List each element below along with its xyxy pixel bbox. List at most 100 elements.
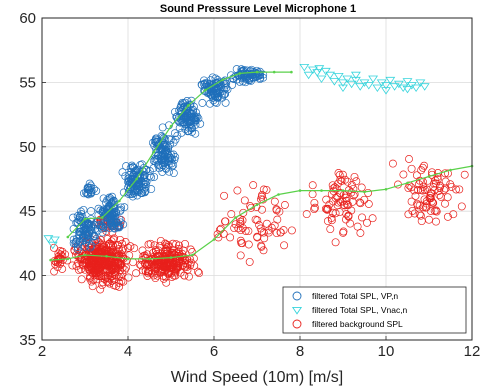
vnac-spl-point xyxy=(346,80,357,89)
background-spl-point xyxy=(405,155,413,163)
background-spl-point xyxy=(239,208,248,217)
background-spl-point xyxy=(443,193,452,202)
vp-spl-points xyxy=(69,65,268,254)
background-spl-point xyxy=(104,257,113,266)
vp-spl-point xyxy=(147,185,156,194)
background-spl-point xyxy=(144,267,153,276)
vnac-spl-points xyxy=(43,64,430,250)
background-spl-point xyxy=(185,272,193,281)
vp-spl-point xyxy=(152,156,161,164)
vp-spl-point xyxy=(165,167,174,176)
background-spl-point xyxy=(78,260,87,269)
legend-entry-label: filtered Total SPL, VP,n xyxy=(312,291,398,301)
vp-spl-point xyxy=(214,78,223,87)
vp-spl-point xyxy=(238,67,246,76)
vp-spl-point xyxy=(187,113,196,122)
background-spl-point xyxy=(175,241,183,250)
background-spl-point xyxy=(353,222,362,231)
vnac-spl-point xyxy=(350,71,361,80)
background-spl-point xyxy=(441,184,450,193)
trend-point xyxy=(298,189,302,192)
vp-spl-point xyxy=(153,141,162,150)
background-spl-point xyxy=(420,161,429,170)
vp-spl-point xyxy=(213,93,221,102)
vp-spl-point xyxy=(134,173,143,182)
legend-entry-label: filtered background SPL xyxy=(312,319,403,329)
x-tick-label: 2 xyxy=(38,343,46,360)
background-spl-point xyxy=(146,239,155,248)
trend-point xyxy=(118,199,121,203)
trend-point xyxy=(169,256,173,259)
background-spl-point xyxy=(151,274,160,283)
vnac-spl-point xyxy=(406,82,417,90)
vp-spl-point xyxy=(173,112,181,121)
vp-spl-point xyxy=(219,91,228,99)
vp-spl-point xyxy=(136,171,144,180)
background-spl-point xyxy=(344,186,353,195)
vp-spl-point xyxy=(176,103,185,112)
vp-spl-point xyxy=(171,107,179,116)
trend-point xyxy=(238,72,242,75)
background-spl-point xyxy=(108,272,117,281)
background-spl-point xyxy=(428,198,437,207)
background-spl-point xyxy=(106,258,115,267)
background-spl-point xyxy=(230,224,239,233)
vnac-spl-point xyxy=(385,76,396,85)
vnac-spl-point xyxy=(314,65,325,73)
vp-spl-point xyxy=(212,98,221,107)
background-spl-point xyxy=(419,203,428,212)
vp-spl-point xyxy=(75,212,84,221)
x-axis-label: Wind Speed (10m) [m/s] xyxy=(171,369,344,386)
background-spl-point xyxy=(331,209,340,218)
trend-point xyxy=(105,254,108,258)
vp-spl-point xyxy=(69,213,78,222)
vp-spl-point xyxy=(251,70,260,79)
background-spl-point xyxy=(102,245,111,254)
background-spl-point xyxy=(455,185,464,194)
background-spl-point xyxy=(171,264,180,273)
axis-ticks: 2 4 6 8 10 12 35 40 45 50 55 60 xyxy=(19,10,480,360)
background-spl-point xyxy=(347,188,356,197)
trend-lines xyxy=(49,70,474,262)
vp-spl-point xyxy=(151,155,160,164)
background-spl-point xyxy=(350,172,359,181)
chart-title: Sound Presssure Level Microphone 1 xyxy=(160,3,356,15)
vp-spl-point xyxy=(91,236,100,245)
background-spl-point xyxy=(407,197,416,206)
background-spl-point xyxy=(253,216,262,225)
background-spl-point xyxy=(97,260,106,269)
vp-spl-point xyxy=(133,185,142,194)
vp-spl-point xyxy=(140,188,149,197)
background-spl-point xyxy=(418,163,427,172)
trend-point xyxy=(290,70,293,74)
vp-spl-point xyxy=(247,69,256,78)
vp-spl-point xyxy=(102,219,111,228)
background-spl-point xyxy=(236,251,245,260)
background-spl-point xyxy=(98,278,107,287)
background-spl-point xyxy=(187,258,196,267)
background-spl-point xyxy=(150,261,159,270)
vnac-spl-point xyxy=(299,64,310,72)
background-spl-point xyxy=(249,181,258,190)
legend-marker xyxy=(292,291,302,301)
background-spl-point xyxy=(68,261,77,270)
background-spl-point xyxy=(327,216,336,225)
background-spl-point xyxy=(342,200,351,209)
vp-spl-point xyxy=(84,190,93,199)
background-spl-point xyxy=(280,201,289,209)
vp-spl-point xyxy=(196,119,205,128)
vp-spl-point xyxy=(238,66,247,75)
background-spl-point xyxy=(417,166,426,175)
background-spl-point xyxy=(355,198,364,207)
background-spl-point xyxy=(356,229,365,237)
vp-spl-point xyxy=(191,129,200,138)
background-spl-point xyxy=(399,170,408,179)
background-spl-point xyxy=(161,246,170,255)
vp-spl-point xyxy=(85,185,94,194)
background-spl-point xyxy=(104,254,113,263)
trend-point xyxy=(320,189,323,192)
plot-frame xyxy=(41,17,473,341)
y-tick-label: 60 xyxy=(19,10,36,27)
background-spl-point xyxy=(257,192,266,201)
background-spl-point xyxy=(87,277,96,286)
